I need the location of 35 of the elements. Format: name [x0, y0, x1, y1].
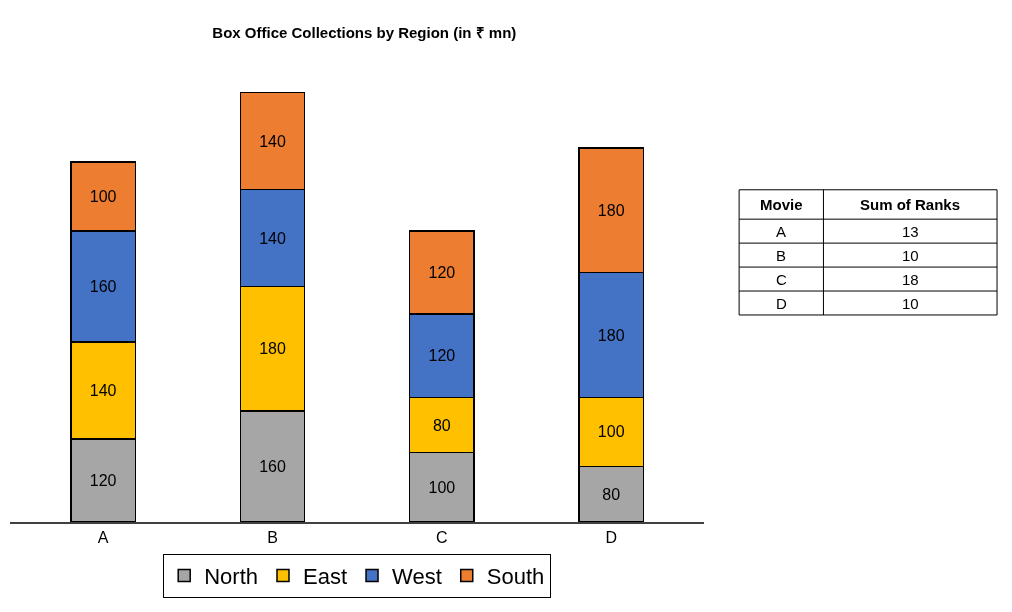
- x-tick-label: B: [267, 529, 278, 547]
- data-label: 160: [89, 278, 117, 296]
- x-tick-label: A: [97, 529, 109, 547]
- chart-title: Box Office Collections by Region (in ₹ mn): [212, 24, 517, 42]
- data-label: 100: [89, 187, 117, 205]
- text: Sum of Ranks: [860, 196, 961, 213]
- data-label: 180: [259, 340, 286, 358]
- text: Movie: [760, 196, 803, 213]
- data-label: 120: [428, 347, 456, 365]
- data-label: 120: [89, 471, 117, 489]
- category-label: C: [776, 271, 787, 288]
- x-tick-label: D: [605, 529, 618, 547]
- category-label: B: [776, 247, 787, 264]
- x-tick-label: C: [436, 529, 448, 547]
- data-label: 180: [597, 201, 625, 219]
- data-label: 120: [428, 264, 456, 282]
- data-label: 10: [902, 295, 919, 312]
- data-label: 80: [432, 416, 451, 434]
- legend-label: East: [303, 564, 348, 590]
- data-label: 80: [602, 485, 621, 503]
- data-label: 100: [597, 423, 625, 441]
- legend-label: North: [204, 564, 258, 590]
- data-label: 180: [597, 326, 625, 344]
- category-label: D: [776, 295, 787, 312]
- legend-label: South: [486, 564, 545, 590]
- data-label: 18: [902, 271, 919, 288]
- legend-label: West: [392, 564, 442, 590]
- category-label: A: [776, 223, 787, 240]
- data-label: 140: [259, 132, 286, 150]
- data-label: 160: [259, 458, 286, 476]
- data-label: 100: [428, 478, 456, 496]
- data-label: 140: [259, 229, 286, 247]
- data-label: 13: [902, 223, 919, 240]
- data-label: 10: [902, 247, 919, 264]
- data-label: 140: [89, 381, 117, 399]
